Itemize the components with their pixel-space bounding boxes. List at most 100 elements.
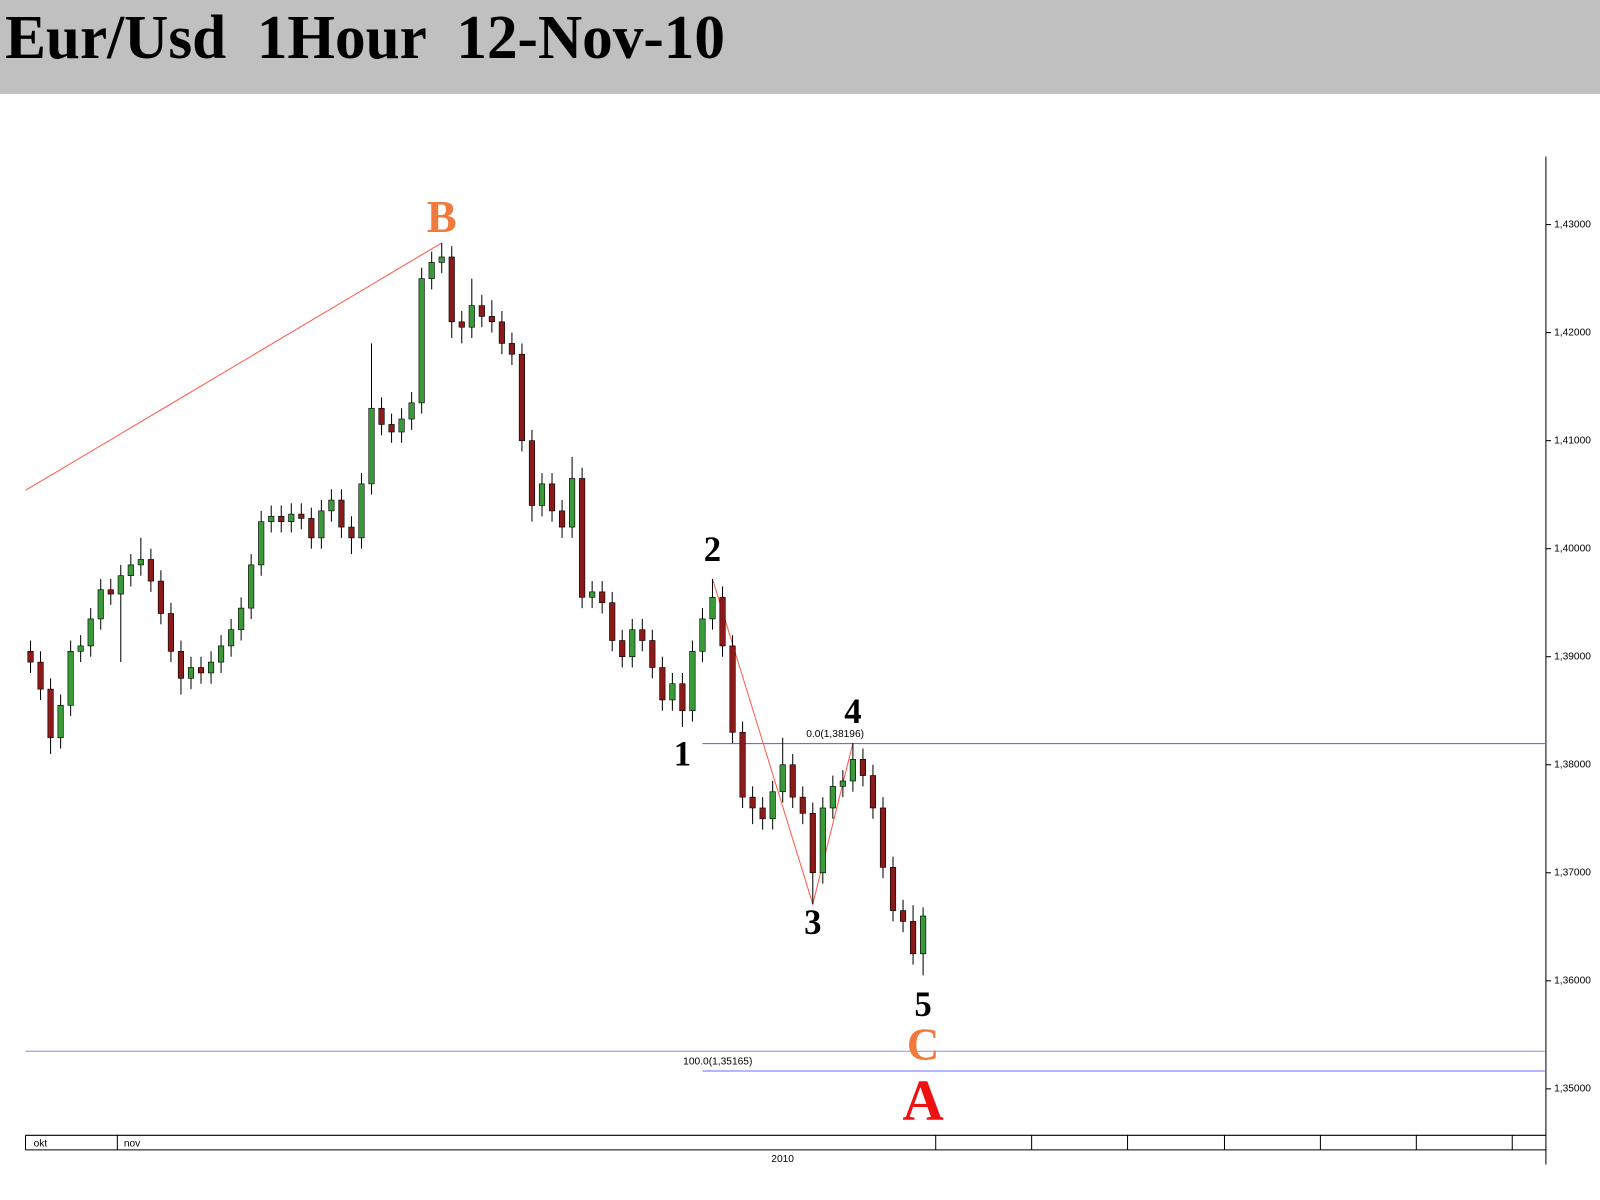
candle: [218, 635, 225, 673]
candle: [699, 608, 706, 663]
candle: [769, 780, 776, 830]
candle-body: [107, 589, 114, 595]
candle-body: [699, 618, 706, 652]
candle: [639, 618, 646, 652]
candle-body: [77, 645, 84, 652]
trend-line: [712, 578, 854, 907]
candle-body: [207, 661, 215, 674]
candle: [167, 602, 174, 663]
candle-body: [117, 575, 124, 595]
candle-body: [579, 478, 586, 598]
candle: [348, 516, 355, 555]
candle-body: [498, 321, 505, 344]
candle-body: [819, 807, 826, 874]
candle: [759, 797, 766, 830]
candle: [27, 640, 34, 673]
candle: [338, 489, 345, 538]
candle: [879, 797, 887, 879]
candle: [97, 578, 104, 630]
candle-body: [899, 910, 907, 922]
candle-body: [97, 589, 104, 620]
candle-body: [278, 515, 285, 522]
candle: [869, 764, 877, 819]
candle-body: [569, 478, 576, 528]
candle-body: [829, 786, 836, 809]
candle: [789, 753, 796, 808]
candle: [368, 343, 375, 495]
candle: [558, 500, 566, 538]
y-tick-label: 1,36000: [1554, 975, 1591, 986]
candle: [278, 505, 285, 533]
x-tick-label: nov: [124, 1138, 141, 1149]
candle: [37, 651, 44, 700]
y-tick-label: 1,43000: [1554, 219, 1591, 230]
candle: [739, 721, 746, 808]
candle: [398, 408, 405, 443]
candle-body: [619, 640, 626, 658]
candle-body: [659, 667, 666, 701]
candle-body: [488, 316, 495, 323]
candle-body: [839, 780, 846, 787]
candle-body: [538, 483, 546, 506]
candle-body: [719, 596, 726, 647]
candle-body: [67, 651, 74, 706]
candle-body: [589, 591, 596, 598]
y-tick-label: 1,39000: [1554, 651, 1591, 662]
candle: [268, 505, 275, 533]
candle-body: [338, 499, 345, 528]
candle-body: [649, 640, 656, 668]
candle-body: [348, 526, 355, 539]
candle: [518, 343, 526, 452]
candle-body: [177, 651, 185, 679]
candle-body: [298, 513, 305, 519]
candle-body: [167, 613, 174, 652]
candle-body: [799, 796, 806, 814]
candle-body: [27, 651, 34, 663]
candle-body: [478, 305, 485, 317]
y-tick-label: 1,35000: [1554, 1084, 1591, 1095]
candle-body: [378, 407, 385, 425]
candle-body: [889, 867, 897, 911]
title-bar: [0, 0, 1600, 94]
candle-body: [127, 564, 134, 577]
candle: [438, 242, 445, 274]
candle-body: [809, 813, 816, 874]
candle: [187, 656, 195, 690]
candle-body: [468, 305, 475, 328]
candle-body: [789, 764, 796, 798]
candle: [388, 413, 395, 443]
candle: [498, 311, 505, 355]
candle: [889, 856, 897, 922]
candle: [87, 608, 94, 657]
candle-body: [548, 483, 556, 512]
candle: [589, 581, 596, 609]
candle-body: [87, 618, 94, 647]
candle-body: [288, 513, 295, 522]
candle: [799, 786, 806, 825]
candle: [569, 456, 576, 538]
wave-label: 5: [914, 985, 931, 1024]
y-tick-label: 1,38000: [1554, 759, 1591, 770]
candle-body: [438, 256, 445, 263]
candle: [248, 554, 255, 619]
candle: [358, 473, 365, 549]
candle: [599, 581, 606, 614]
candle: [127, 554, 134, 587]
candle: [428, 251, 435, 290]
candle: [849, 743, 856, 792]
candle-body: [528, 440, 536, 506]
candle: [859, 748, 866, 787]
candle: [659, 656, 666, 711]
candle-body: [669, 683, 676, 701]
candle-body: [769, 791, 776, 820]
candle: [609, 591, 616, 652]
candle: [458, 311, 465, 344]
candle-body: [689, 651, 696, 712]
candle: [779, 737, 786, 803]
y-tick-label: 1,41000: [1554, 435, 1591, 446]
candle: [137, 537, 144, 576]
candle: [47, 678, 54, 754]
candle: [177, 640, 185, 695]
candle: [709, 578, 716, 630]
candle-body: [137, 559, 144, 566]
